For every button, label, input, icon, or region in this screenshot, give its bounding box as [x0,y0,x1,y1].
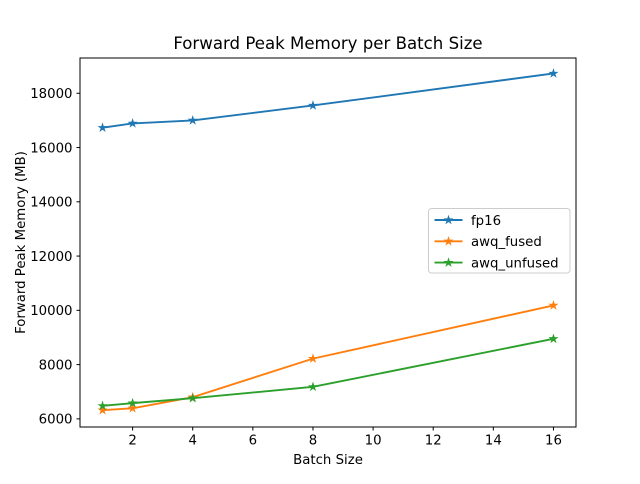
x-tick-label: 14 [485,434,502,449]
legend-swatch-star-icon [443,214,454,225]
series-marker-star-icon [187,115,198,125]
x-tick-label: 10 [365,434,382,449]
series-marker-star-icon [307,100,319,110]
y-axis-label: Forward Peak Memory (MB) [14,151,29,334]
series-marker-star-icon [307,353,319,363]
chart-title: Forward Peak Memory per Batch Size [173,34,482,53]
x-tick-label: 12 [425,434,442,449]
x-tick-label: 8 [309,434,317,449]
series-marker-star-icon [97,400,108,411]
legend-label: awq_fused [471,235,542,250]
x-tick-label: 2 [128,434,136,449]
series-marker-star-icon [127,402,138,413]
legend-box [428,208,571,274]
y-tick-label: 12000 [30,250,72,265]
series-marker-star-icon [548,300,559,310]
legend: fp16 awq_fused awq_unfused [428,208,571,274]
legend-label: awq_unfused [471,256,559,271]
x-tick-label: 16 [545,434,562,449]
series-marker-star-icon [127,397,138,408]
axis-ticks: 2 4 6 8 10 12 14 16 6000 8000 10000 12000 14000 16000… [30,87,562,448]
legend-label: fp16 [471,214,501,229]
x-axis-label: Batch Size [293,453,363,468]
y-tick-label: 18000 [30,87,72,102]
series-marker-star-icon [97,404,108,415]
series-marker-star-icon [307,381,319,392]
series-marker-star-icon [548,333,559,344]
legend-entry-fp16: fp16 [434,214,501,229]
legend-entry-awq_fused: awq_fused [434,235,542,250]
y-tick-label: 10000 [30,304,72,319]
chart-series [97,68,559,415]
y-tick-label: 8000 [39,358,73,373]
series-marker-star-icon [97,122,108,133]
y-tick-label: 16000 [30,141,72,156]
legend-swatch-star-icon [443,236,454,246]
axes-frame [79,57,577,428]
series-marker-star-icon [548,68,559,78]
legend-swatch-star-icon [443,257,454,267]
y-tick-label: 14000 [30,196,72,211]
x-tick-label: 6 [249,434,257,449]
legend-entry-awq_unfused: awq_unfused [434,256,559,271]
x-tick-label: 4 [188,434,196,449]
series-marker-star-icon [127,118,138,128]
series-marker-star-icon [187,392,198,403]
y-tick-label: 6000 [39,413,73,428]
